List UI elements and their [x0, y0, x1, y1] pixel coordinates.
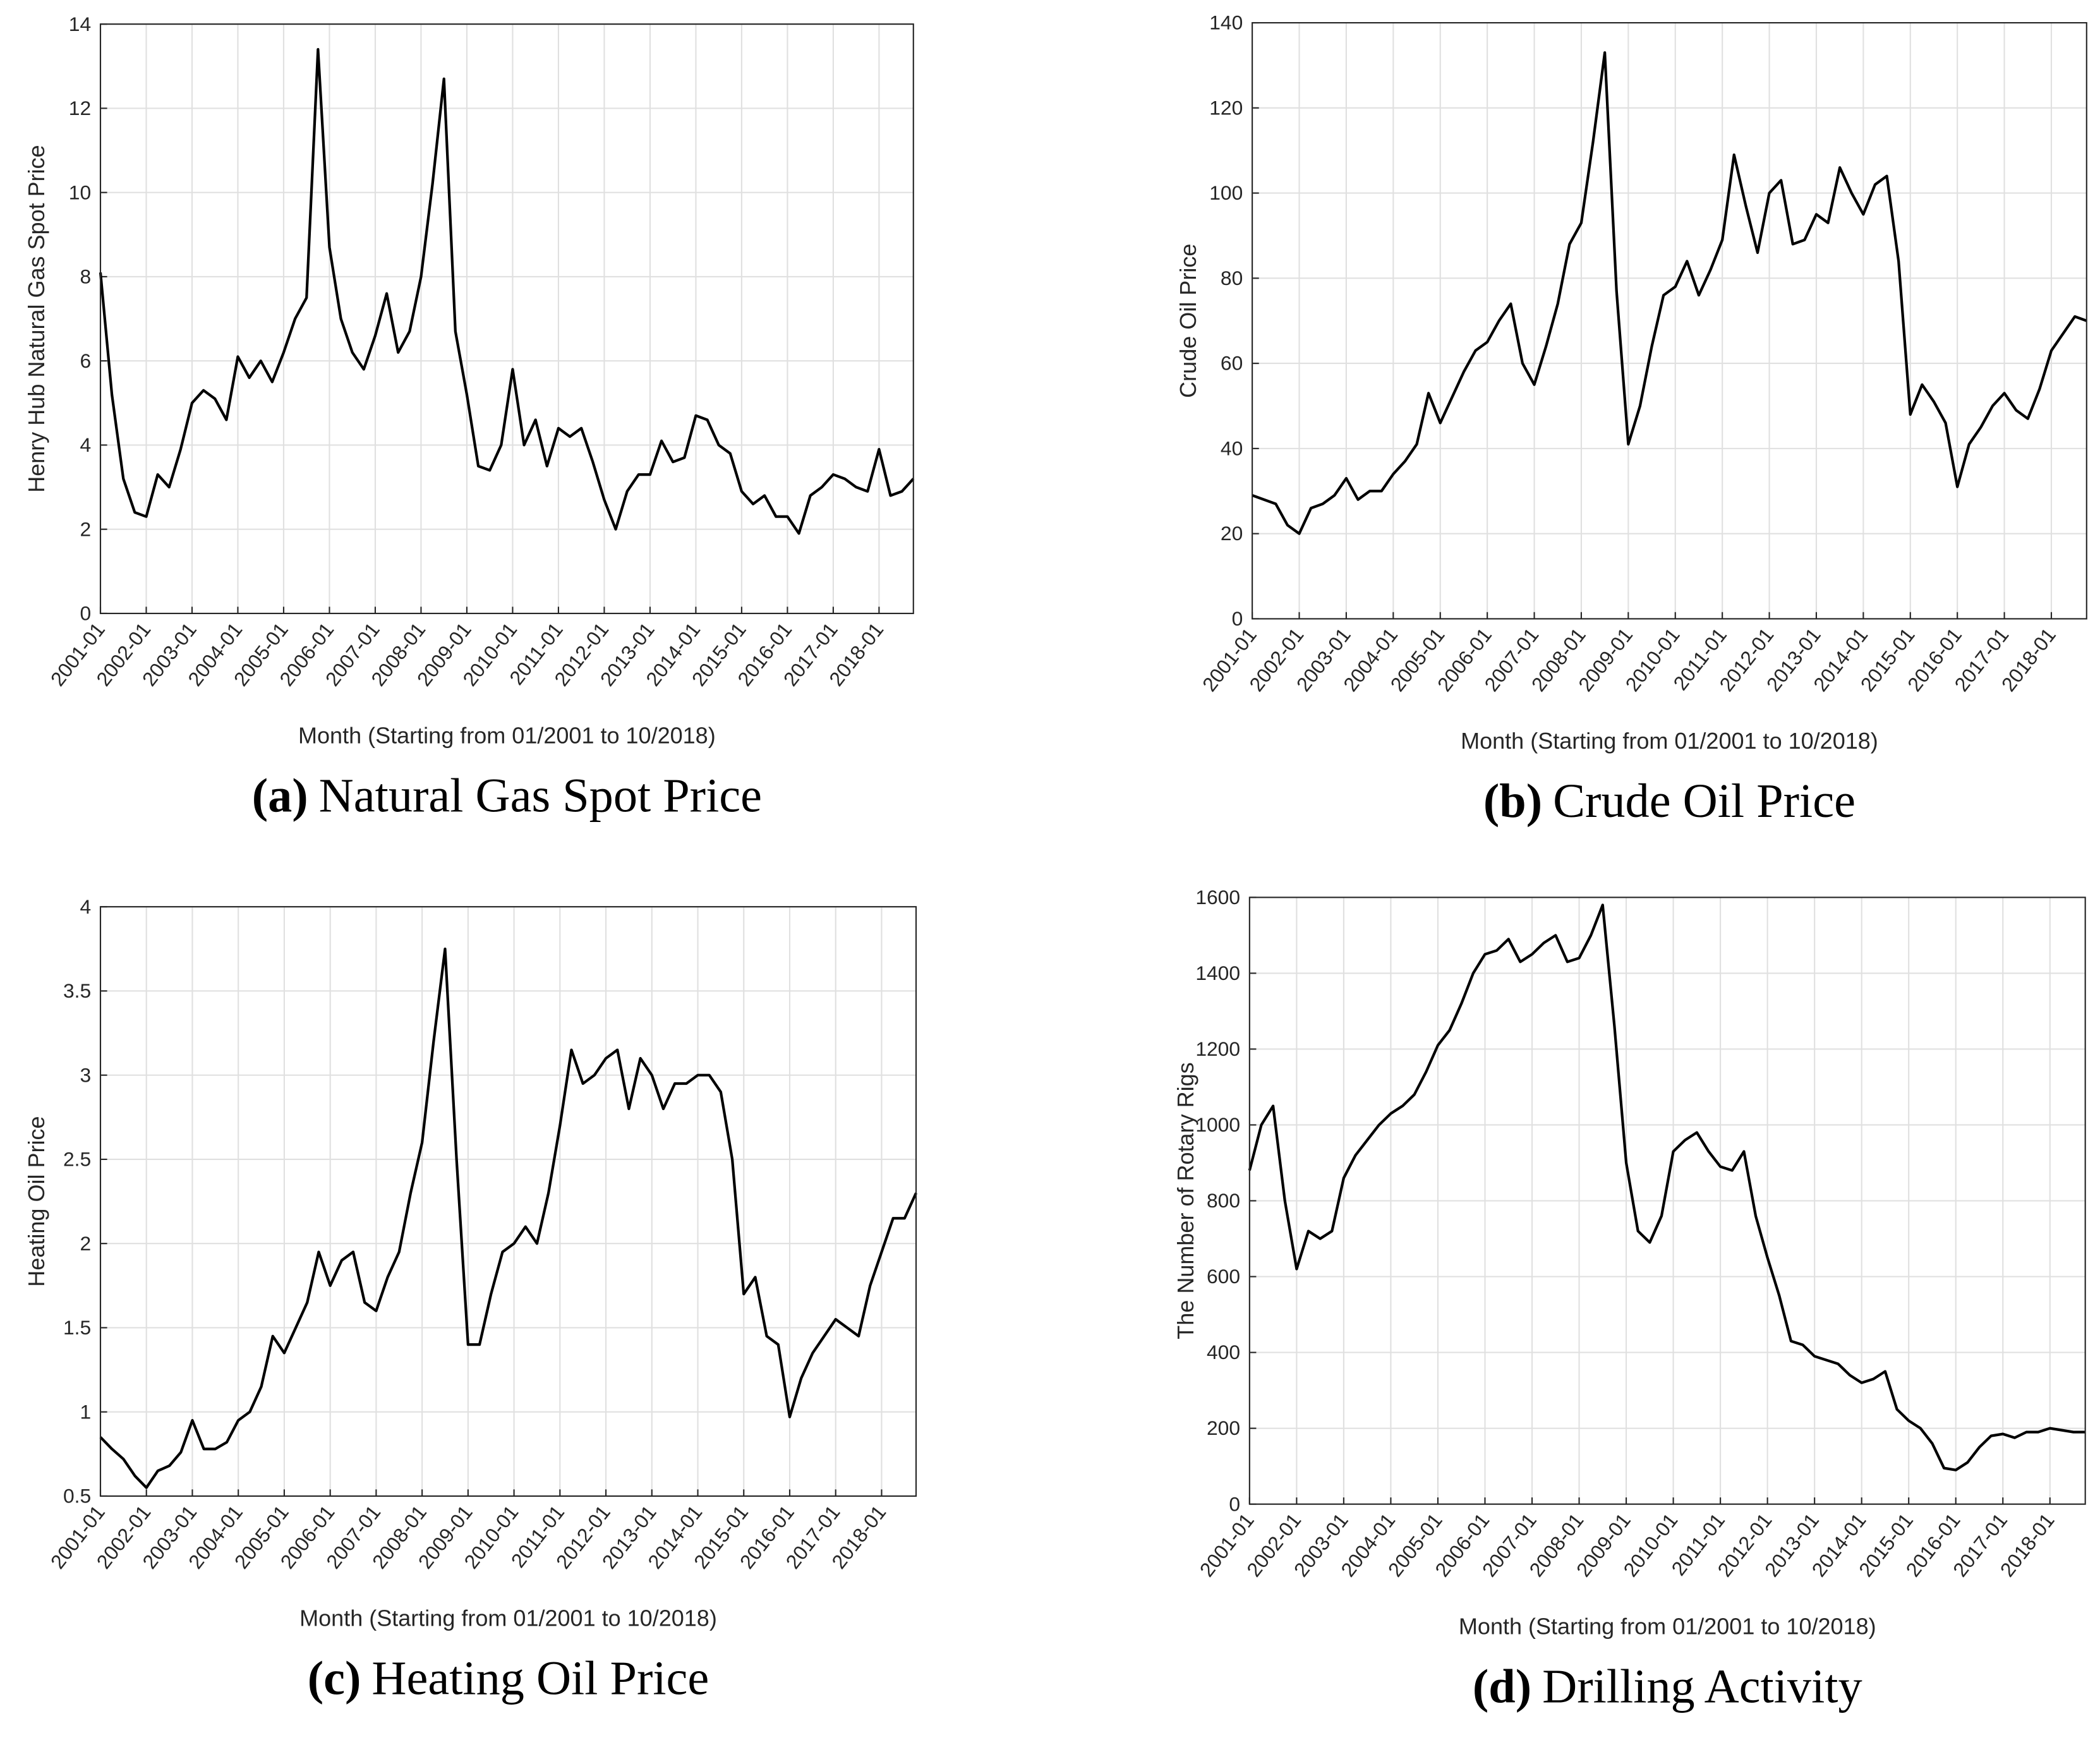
- y-tick-label: 1400: [1195, 962, 1240, 984]
- y-tick-label: 120: [1209, 96, 1243, 119]
- y-tick-label: 200: [1207, 1417, 1240, 1439]
- y-tick-label: 0: [80, 602, 91, 625]
- x-axis-label: Month (Starting from 01/2001 to 10/2018): [1461, 728, 1878, 754]
- y-tick-label: 1200: [1195, 1037, 1240, 1060]
- y-tick-label: 1.5: [63, 1316, 91, 1339]
- plot-border: [99, 906, 917, 1497]
- plot-area: [100, 907, 917, 1496]
- y-tick-label: 0.5: [63, 1485, 91, 1507]
- y-tick-label: 400: [1207, 1341, 1240, 1363]
- y-tick-label: 0: [1232, 607, 1243, 630]
- y-tick-label: 12: [69, 97, 91, 119]
- caption: (c) Heating Oil Price: [308, 1652, 709, 1705]
- caption: (a) Natural Gas Spot Price: [252, 769, 762, 823]
- caption-text: Crude Oil Price: [1553, 774, 1856, 828]
- x-axis-label: Month (Starting from 01/2001 to 10/2018): [298, 723, 716, 749]
- caption-text: Heating Oil Price: [371, 1652, 709, 1705]
- caption-label: (d): [1473, 1659, 1531, 1713]
- caption: (b) Crude Oil Price: [1483, 774, 1856, 828]
- caption-label: (a): [252, 769, 308, 823]
- plot-area: [100, 24, 914, 613]
- y-tick-label: 4: [80, 895, 91, 918]
- x-axis-label: Month (Starting from 01/2001 to 10/2018): [299, 1605, 717, 1631]
- data-line: [1248, 903, 2085, 1471]
- plot-border: [1252, 21, 2087, 620]
- caption: (d) Drilling Activity: [1473, 1659, 1862, 1713]
- caption-label: (c): [308, 1652, 361, 1705]
- y-axis-label: Heating Oil Price: [23, 1116, 49, 1286]
- plot-area: [1252, 23, 2087, 619]
- y-tick-label: 2: [80, 1232, 91, 1255]
- y-tick-label: 20: [1221, 522, 1243, 545]
- y-tick-label: 140: [1209, 11, 1243, 34]
- y-axis-label: Henry Hub Natural Gas Spot Price: [23, 145, 49, 492]
- data-line: [99, 48, 915, 535]
- plot-border: [1248, 897, 2086, 1505]
- y-tick-label: 800: [1207, 1189, 1240, 1212]
- y-tick-label: 1: [80, 1400, 91, 1423]
- y-tick-label: 1600: [1195, 886, 1240, 909]
- y-tick-label: 60: [1221, 352, 1243, 375]
- y-tick-label: 2: [80, 517, 91, 540]
- y-tick-label: 3: [80, 1063, 91, 1086]
- y-tick-label: 8: [80, 265, 91, 288]
- y-tick-label: 0: [1229, 1492, 1240, 1515]
- caption-text: Drilling Activity: [1542, 1659, 1862, 1713]
- y-tick-label: 40: [1221, 437, 1243, 459]
- y-tick-label: 3.5: [63, 979, 91, 1002]
- y-tick-label: 2.5: [63, 1148, 91, 1171]
- data-line: [99, 947, 917, 1489]
- y-axis-label: Crude Oil Price: [1175, 244, 1201, 398]
- x-axis-label: Month (Starting from 01/2001 to 10/2018): [1459, 1613, 1876, 1639]
- y-tick-label: 10: [69, 181, 91, 203]
- y-tick-label: 1000: [1195, 1113, 1240, 1136]
- caption-text: Natural Gas Spot Price: [319, 769, 762, 823]
- y-tick-label: 80: [1221, 267, 1243, 289]
- data-line: [1252, 51, 2087, 535]
- y-tick-label: 600: [1207, 1265, 1240, 1288]
- caption-label: (b): [1483, 774, 1542, 828]
- y-tick-label: 4: [80, 433, 91, 456]
- y-tick-label: 14: [69, 13, 91, 35]
- y-tick-label: 100: [1209, 181, 1243, 204]
- plot-border: [99, 23, 914, 614]
- y-axis-label: The Number of Rotary Rigs: [1173, 1062, 1198, 1339]
- y-tick-label: 6: [80, 349, 91, 372]
